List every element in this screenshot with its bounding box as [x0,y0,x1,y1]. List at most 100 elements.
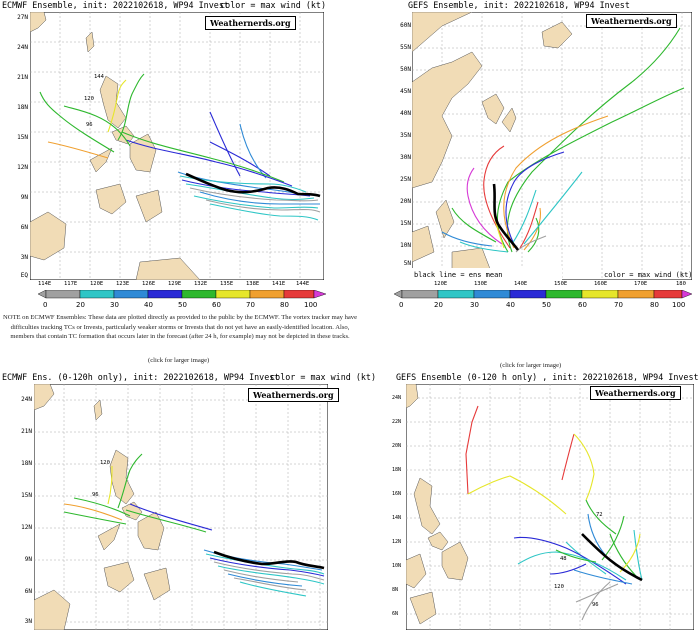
lon-label: 141E [272,281,286,287]
lat-label: 10N [392,563,402,569]
hour-label: 72 [596,512,603,518]
lat-label: 25N [400,176,411,183]
colorbar-label: 50 [178,301,187,309]
lat-label: 22N [392,419,402,425]
weathernerds-logo: Weathernerds.org [586,14,677,28]
lat-label: 60N [400,22,411,29]
lat-label: 3N [24,618,32,625]
colorbar-label: 20 [434,301,443,309]
lon-label: 150E [554,281,568,287]
lat-label: EQ [20,272,28,279]
wind-colorbar: 0 20 30 40 50 60 70 80 100 [38,290,327,309]
lat-label: 12N [21,524,32,531]
panel-title-text: ECMWF Ens. (0-120h only), init: 20221026… [2,372,280,382]
ecmwf-120h-panel[interactable]: ECMWF Ens. (0-120h only), init: 20221026… [0,372,378,630]
ecmwf-ensemble-note: NOTE on ECMWF Ensembles: These data are … [2,314,358,341]
panel-title-right: color = max wind (kt) [270,372,376,382]
hour-label: 120 [100,460,110,466]
ecmwf-120h-map[interactable]: 120 96 [34,384,328,630]
lon-label: 123E [116,281,130,287]
lon-label: 117E [64,281,78,287]
colorbar-label: 60 [212,301,221,309]
colorbar-label: 100 [304,301,317,309]
lat-label: 50N [400,66,411,73]
lat-label: 27N [17,14,28,21]
hour-label: 96 [92,492,99,498]
panel-title-text: GEFS Ensemble, init: 2022102618, WP94 In… [408,0,630,10]
lon-label: 129E [168,281,182,287]
lon-label: 120E [434,281,448,287]
weathernerds-logo: Weathernerds.org [248,388,339,402]
panel-title: GEFS Ensemble (0-120 h only) , init: 202… [396,372,699,382]
lat-label: 6N [20,224,28,231]
lat-label: 18N [392,467,402,473]
colorbar-label: 30 [470,301,479,309]
gefs-120h-map[interactable]: 120 96 72 48 [406,384,694,630]
lat-label: 15N [400,220,411,227]
gefs-ensemble-panel[interactable]: GEFS Ensemble, init: 2022102618, WP94 In… [390,0,696,310]
panel-title: GEFS Ensemble, init: 2022102618, WP94 In… [408,0,694,10]
lon-label: 132E [194,281,208,287]
colorbar-label: 40 [144,301,153,309]
hour-label: 96 [592,602,599,608]
ecmwf-ensemble-panel[interactable]: ECMWF Ensemble, init: 2022102618, WP94 I… [0,0,328,310]
colorbar-label: 60 [578,301,587,309]
lon-label: 180 [676,281,686,287]
lat-label: 12N [17,164,28,171]
panel-title-text: GEFS Ensemble (0-120 h only) , init: 202… [396,372,699,382]
gefs-ensemble-map[interactable]: black line = ens mean color = max wind (… [412,12,692,280]
wind-colorbar: 0 20 30 40 50 60 70 80 100 [394,290,693,309]
hour-label: 48 [560,556,567,562]
click-for-larger-link[interactable]: (click for larger image) [148,357,210,364]
lat-label: 45N [400,88,411,95]
lat-label: 5N [403,260,411,267]
lat-label: 18N [17,104,28,111]
lat-label: 8N [392,587,399,593]
lat-label: 9N [24,556,32,563]
lat-label: 24N [392,395,402,401]
colorbar-label: 0 [43,301,47,309]
hour-label: 120 [554,584,564,590]
hour-label: 96 [86,122,93,128]
ecmwf-ensemble-map[interactable]: 144 120 96 [30,12,324,280]
weathernerds-logo: Weathernerds.org [590,386,681,400]
panel-title-text: ECMWF Ensemble, init: 2022102618, WP94 I… [2,0,229,10]
ens-mean-legend: black line = ens mean [414,271,503,279]
hour-label: 144 [94,74,105,80]
lat-label: 15N [21,492,32,499]
lat-label: 15N [17,134,28,141]
colorbar-swatches [45,290,315,299]
lat-label: 24N [17,44,28,51]
panel-title: ECMWF Ens. (0-120h only), init: 20221026… [2,372,376,382]
colorbar-label: 70 [246,301,255,309]
lon-label: 114E [38,281,52,287]
colorbar-label: 80 [280,301,289,309]
weathernerds-logo: Weathernerds.org [205,16,296,30]
hour-label: 120 [84,96,94,102]
lon-label: 160E [594,281,608,287]
lon-label: 140E [514,281,528,287]
lat-label: 18N [21,460,32,467]
colorbar-label: 50 [542,301,551,309]
lat-label: 14N [392,515,402,521]
lon-label: 138E [246,281,260,287]
colorbar-label: 40 [506,301,515,309]
lat-label: 40N [400,110,411,117]
lat-label: 16N [392,491,402,497]
lon-label: 130E [474,281,488,287]
lat-label: 20N [400,198,411,205]
lat-label: 21N [21,428,32,435]
panel-title-right: color = max wind (kt) [220,0,326,10]
lat-label: 12N [392,539,402,545]
colorbar-label: 0 [399,301,403,309]
colorbar-label: 20 [76,301,85,309]
lon-label: 126E [142,281,156,287]
lat-label: 35N [400,132,411,139]
colorbar-label: 70 [614,301,623,309]
lon-label: 120E [90,281,104,287]
wind-legend: color = max wind (kt) [604,271,692,279]
click-for-larger-link[interactable]: (click for larger image) [500,362,562,369]
gefs-120h-panel[interactable]: GEFS Ensemble (0-120 h only) , init: 202… [392,372,699,630]
lat-label: 6N [392,611,399,617]
lat-label: 20N [392,443,402,449]
